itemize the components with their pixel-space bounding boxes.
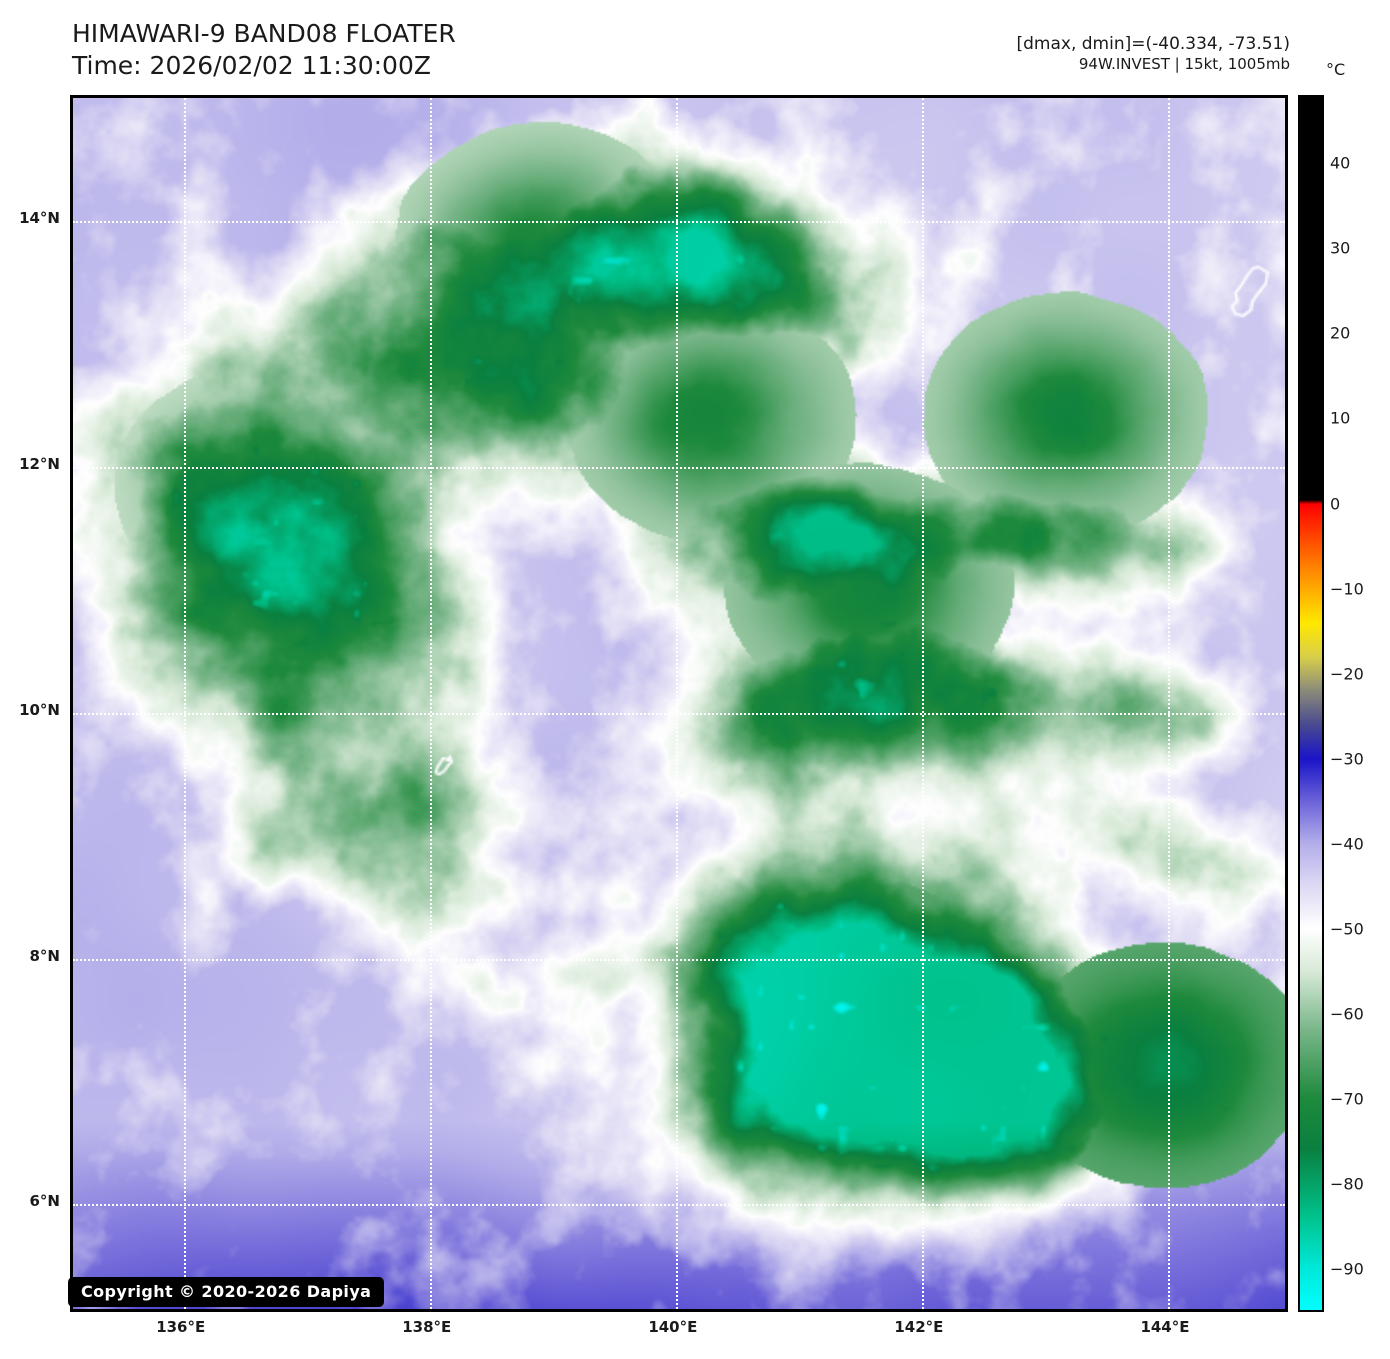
colorbar-unit-label: °C: [1326, 60, 1346, 79]
colorbar-tick-label: 30: [1330, 238, 1351, 258]
metadata-block: [dmax, dmin]=(-40.334, -73.51) 94W.INVES…: [1017, 33, 1291, 75]
colorbar-tick-label: −60: [1330, 1004, 1364, 1024]
lat-tick-label: 10°N: [19, 700, 60, 719]
colorbar-gradient: [1300, 97, 1322, 1310]
lon-tick-label: 144°E: [1140, 1318, 1190, 1336]
colorbar-tick-label: −80: [1330, 1174, 1364, 1194]
lon-tick-label: 142°E: [894, 1318, 944, 1336]
longitude-axis: 136°E 138°E 140°E 142°E 144°E: [70, 1316, 1288, 1346]
lon-tick-label: 140°E: [648, 1318, 698, 1336]
colorbar-tick-label: −10: [1330, 579, 1364, 599]
satellite-infrared-imagery: [73, 98, 1285, 1309]
colorbar-tick-label: 10: [1330, 408, 1351, 428]
lat-tick-label: 6°N: [29, 1192, 61, 1211]
colorbar-tick-label: −30: [1330, 749, 1364, 769]
title-block: HIMAWARI-9 BAND08 FLOATER Time: 2026/02/…: [72, 18, 456, 82]
lon-tick-label: 138°E: [402, 1318, 452, 1336]
lon-tick-label: 136°E: [156, 1318, 206, 1336]
colorbar-tick-label: −50: [1330, 919, 1364, 939]
timestamp-label: Time: 2026/02/02 11:30:00Z: [72, 51, 431, 80]
dmax-dmin-label: [dmax, dmin]=(-40.334, -73.51): [1016, 34, 1291, 54]
lat-tick-label: 12°N: [19, 454, 60, 473]
page-title: HIMAWARI-9 BAND08 FLOATER: [72, 19, 456, 48]
colorbar-tick-label: 0: [1330, 494, 1341, 513]
copyright-banner: Copyright © 2020-2026 Dapiya: [68, 1277, 385, 1307]
colorbar-tick-label: −90: [1330, 1259, 1364, 1279]
colorbar-tick-label: −20: [1330, 664, 1364, 684]
lat-tick-label: 14°N: [19, 208, 60, 227]
colorbar-tick-label: 20: [1330, 323, 1351, 343]
storm-info-label: 94W.INVEST | 15kt, 1005mb: [1078, 55, 1290, 74]
colorbar-tick-label: 40: [1330, 153, 1351, 173]
colorbar-tick-label: −40: [1330, 834, 1364, 854]
lat-tick-label: 8°N: [29, 946, 61, 965]
temperature-colorbar: [1298, 95, 1324, 1312]
colorbar-tick-label: −70: [1330, 1089, 1364, 1109]
satellite-image-plot: [70, 95, 1288, 1312]
latitude-axis: 14°N 12°N 10°N 8°N 6°N: [0, 95, 70, 1312]
